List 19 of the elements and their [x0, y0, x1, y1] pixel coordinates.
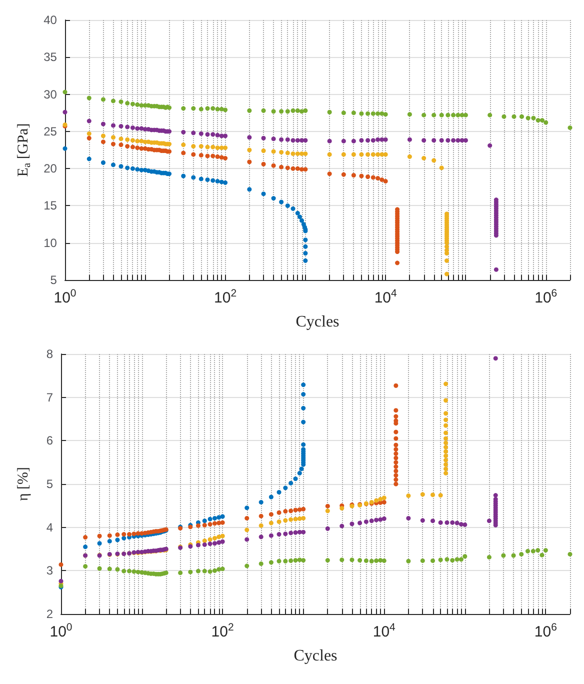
y-tick-label: 8 [46, 347, 54, 361]
y-tick-label: 35 [44, 50, 58, 64]
y-tick-label: 5 [50, 273, 58, 287]
y-tick-label: 40 [44, 13, 58, 27]
y-tick-label: 25 [44, 124, 58, 138]
y-tick-label: 4 [46, 520, 54, 534]
y-tick-label: 10 [44, 236, 58, 250]
y-tick-label: 6 [46, 434, 54, 448]
y-tick-label: 30 [44, 87, 58, 102]
y-tick-label: 5 [46, 477, 54, 491]
x-axis-title: Cycles [294, 648, 338, 664]
x-axis-title: Cycles [296, 314, 340, 330]
y-tick-label: 7 [46, 390, 54, 404]
y-tick-label: 2 [46, 607, 54, 621]
y-tick-label: 20 [44, 162, 58, 176]
y-axis-title: η [%] [16, 466, 32, 502]
y-tick-label: 15 [44, 198, 58, 213]
y-axis-title: Ea [GPa] [16, 123, 33, 177]
y-tick-label: 3 [46, 564, 54, 578]
